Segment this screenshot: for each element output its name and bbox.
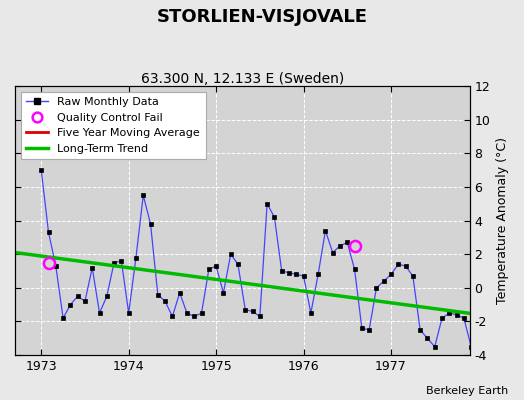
Text: Berkeley Earth: Berkeley Earth — [426, 386, 508, 396]
Y-axis label: Temperature Anomaly (°C): Temperature Anomaly (°C) — [496, 137, 509, 304]
Legend: Raw Monthly Data, Quality Control Fail, Five Year Moving Average, Long-Term Tren: Raw Monthly Data, Quality Control Fail, … — [20, 92, 205, 159]
Title: 63.300 N, 12.133 E (Sweden): 63.300 N, 12.133 E (Sweden) — [141, 72, 344, 86]
Text: STORLIEN-VISJOVALE: STORLIEN-VISJOVALE — [157, 8, 367, 26]
